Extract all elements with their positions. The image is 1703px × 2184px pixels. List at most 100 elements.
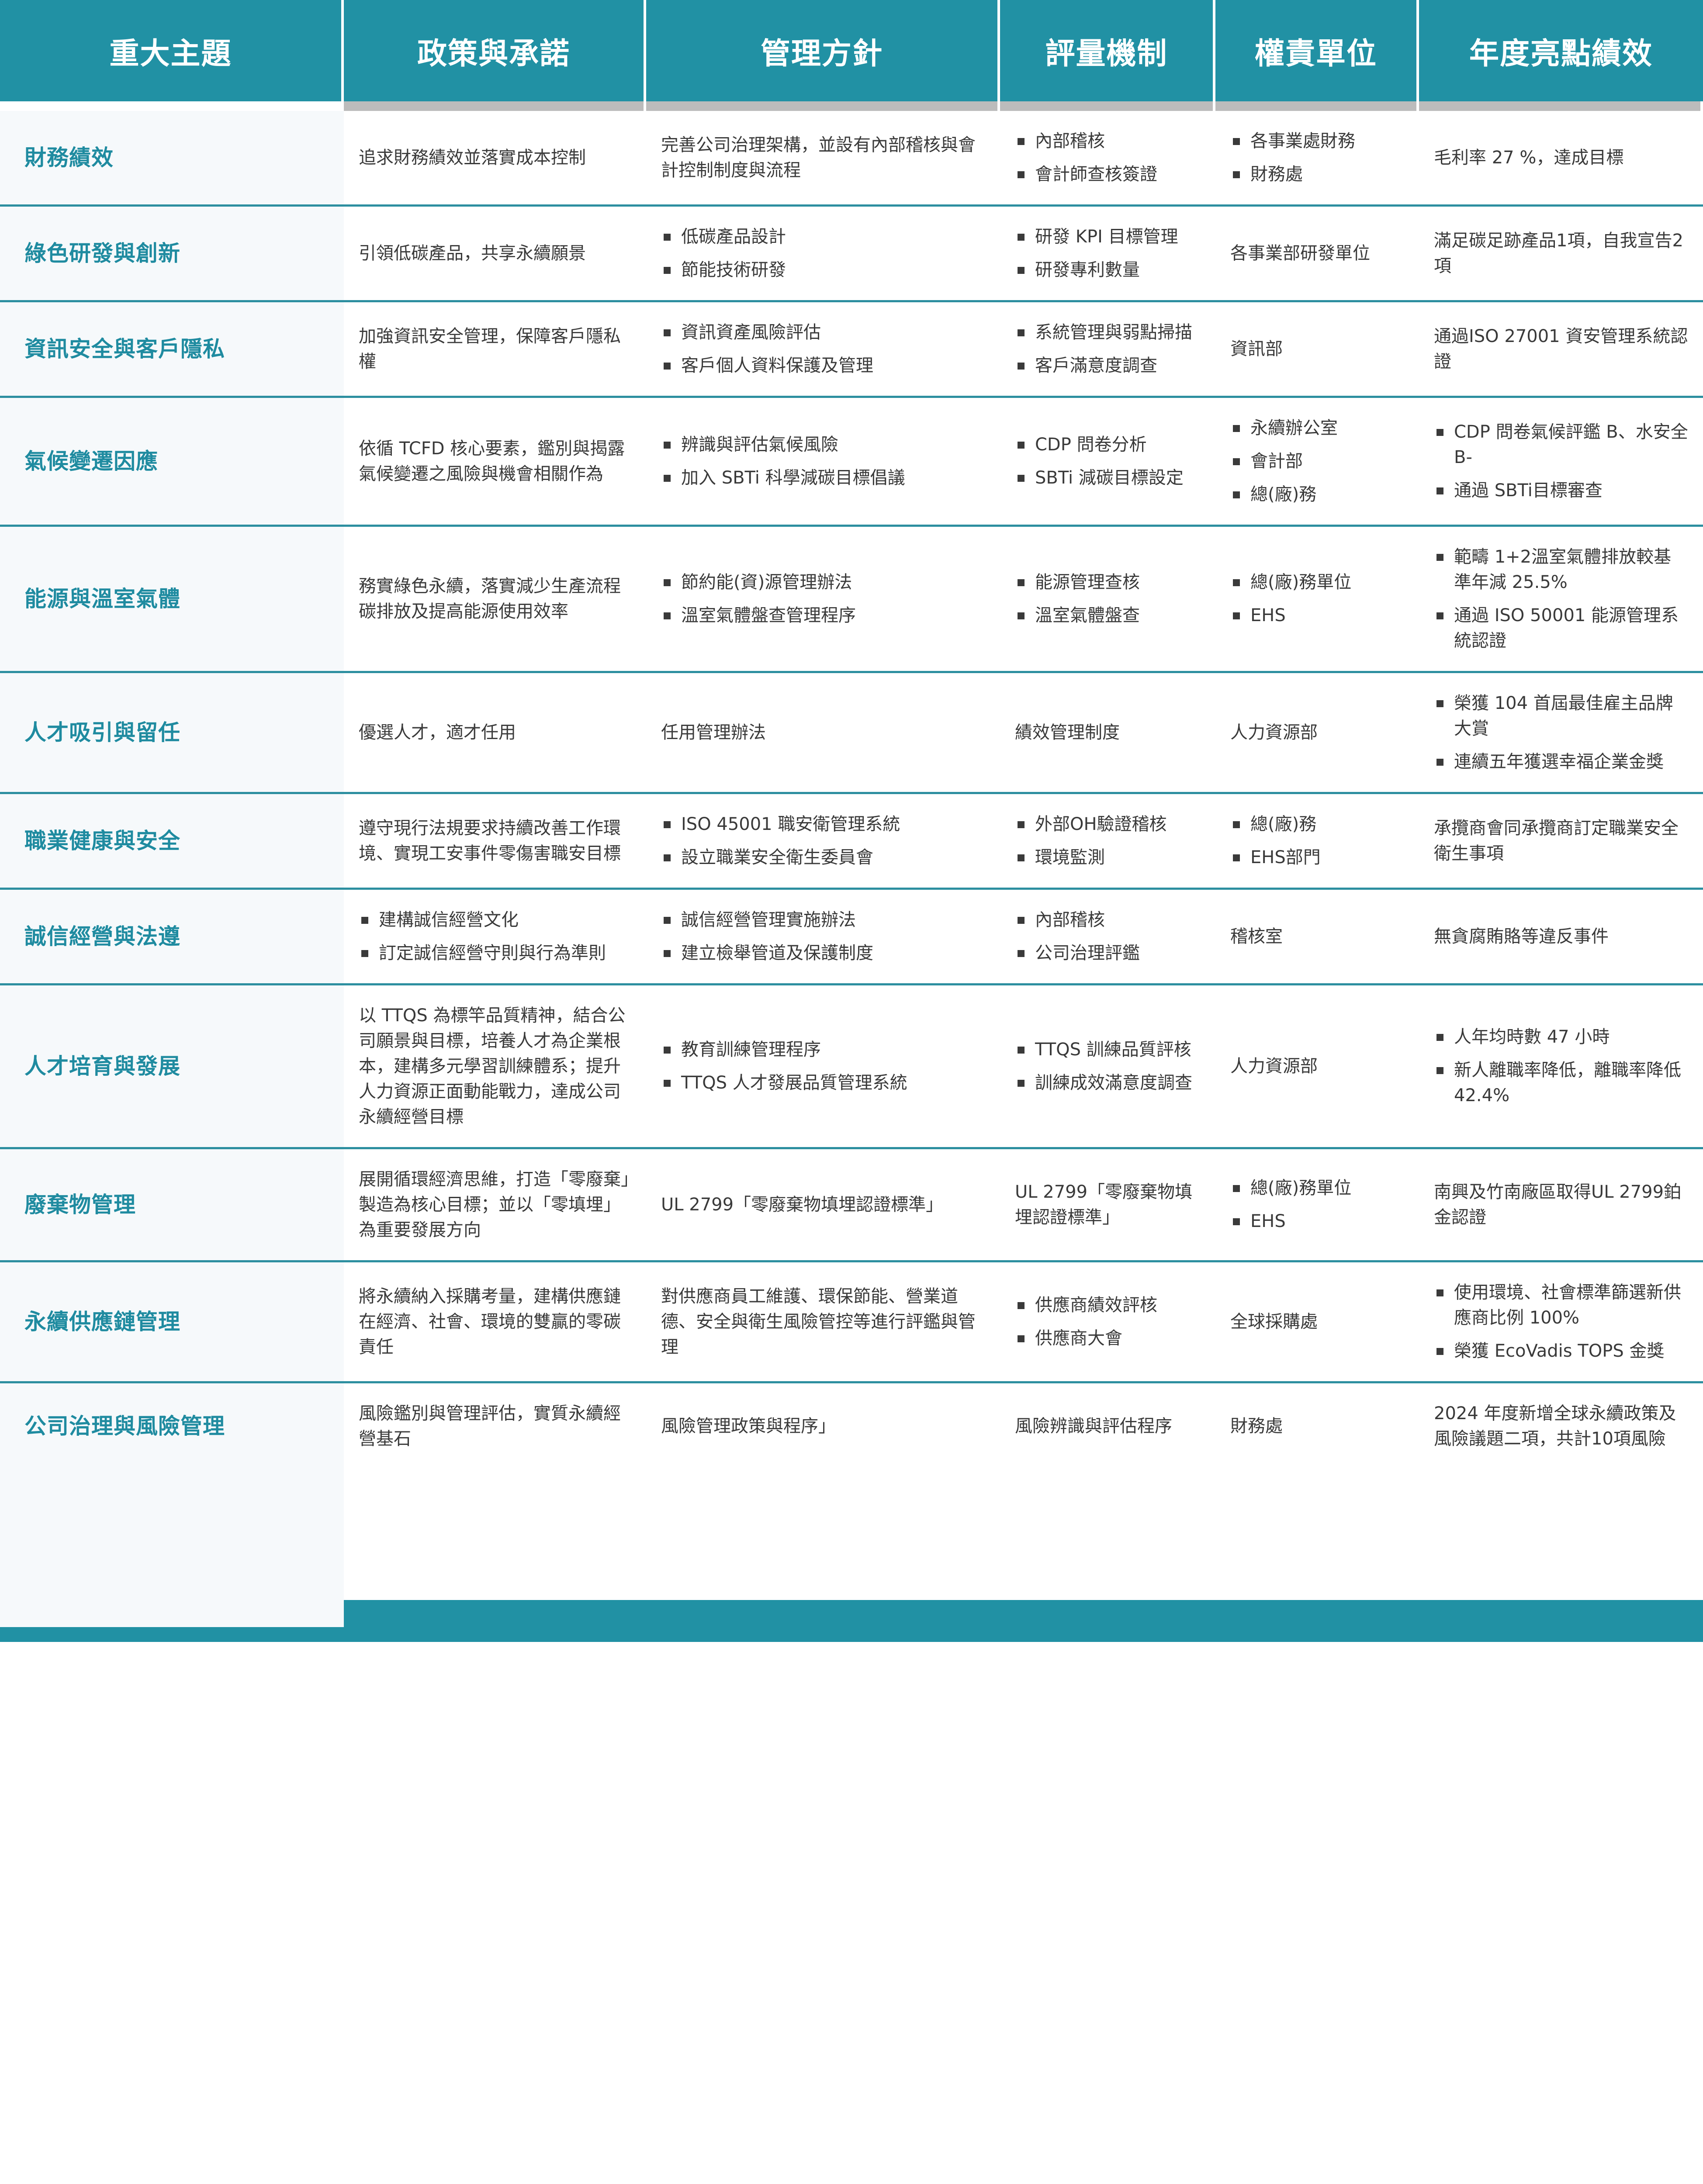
bullet-item: 各事業處財務 [1230, 128, 1404, 154]
cell-text: 通過ISO 27001 資安管理系統認證 [1434, 326, 1688, 372]
bullet-list: 誠信經營管理實施辦法 建立檢舉管道及保護制度 [661, 907, 985, 966]
column-header-evaluation: 評量機制 [1000, 0, 1215, 101]
cell-text: 2024 年度新增全球永續政策及風險議題二項，共計10項風險 [1434, 1403, 1676, 1449]
cell-approach: 節約能(資)源管理辦法 溫室氣體盤查管理程序 [646, 525, 1000, 671]
bullet-item: 能源管理查核 [1015, 570, 1201, 595]
bullet-list: 研發 KPI 目標管理 研發專利數量 [1015, 224, 1201, 283]
cell-policy: 將永續納入採購考量，建構供應鏈在經濟、社會、環境的雙贏的零碳責任 [344, 1260, 646, 1381]
bullet-item: EHS [1230, 603, 1404, 628]
cell-text: 承攬商會同承攬商訂定職業安全衛生事項 [1434, 818, 1679, 864]
bullet-item: 客戶個人資料保護及管理 [661, 353, 985, 378]
bullet-list: ISO 45001 職安衛管理系統 設立職業安全衛生委員會 [661, 812, 985, 870]
cell-evaluation: CDP 問卷分析 SBTi 減碳目標設定 [1000, 396, 1215, 525]
cell-evaluation: 績效管理制度 [1000, 671, 1215, 792]
footer-accent-bar [344, 1600, 1703, 1627]
bullet-item: 永續辦公室 [1230, 415, 1404, 441]
cell-text: 對供應商員工維護、環保節能、營業道德、安全與衛生風險管控等進行評鑑與管理 [661, 1286, 976, 1357]
table-header-row: 重大主題 政策與承諾 管理方針 評量機制 權責單位 年度亮點績效 [0, 0, 1703, 101]
table-row: 公司治理與風險管理 風險鑑別與管理評估，實質永續經營基石 風險管理政策與程序」 風險辨… [0, 1381, 1703, 1469]
bullet-item: 建構誠信經營文化 [359, 907, 631, 933]
row-topic-label: 永續供應鏈管理 [0, 1260, 344, 1381]
cell-performance: 榮獲 104 首屆最佳雇主品牌大賞 連續五年獲選幸福企業金獎 [1419, 671, 1703, 792]
cell-evaluation: UL 2799「零廢棄物填埋認證標準」 [1000, 1147, 1215, 1260]
bullet-item: 供應商績效評核 [1015, 1292, 1201, 1318]
shadow-cell-policy [344, 101, 646, 111]
cell-text: 將永續納入採購考量，建構供應鏈在經濟、社會、環境的雙贏的零碳責任 [359, 1286, 621, 1357]
bullet-list: 建構誠信經營文化 訂定誠信經營守則與行為準則 [359, 907, 631, 966]
bullet-item: 使用環境、社會標準篩選新供應商比例 100% [1434, 1280, 1688, 1330]
row-topic-label: 職業健康與安全 [0, 792, 344, 888]
table-row: 能源與溫室氣體 務實綠色永續，落實減少生產流程碳排放及提高能源使用效率 節約能(資)… [0, 525, 1703, 671]
bullet-item: 誠信經營管理實施辦法 [661, 907, 985, 933]
bullet-list: 範疇 1+2溫室氣體排放較基準年減 25.5% 通過 ISO 50001 能源管理… [1434, 544, 1688, 653]
bullet-item: 總(廠)務單位 [1230, 570, 1404, 595]
cell-text: 任用管理辦法 [661, 722, 766, 743]
bullet-item: 研發專利數量 [1015, 257, 1201, 283]
cell-evaluation: 系統管理與弱點掃描 客戶滿意度調查 [1000, 300, 1215, 396]
cell-unit: 各事業部研發單位 [1215, 204, 1419, 300]
bullet-item: 建立檢舉管道及保護制度 [661, 940, 985, 966]
cell-performance: 2024 年度新增全球永續政策及風險議題二項，共計10項風險 [1419, 1381, 1703, 1469]
cell-text: 引領低碳產品，共享永續願景 [359, 243, 586, 263]
bullet-list: 供應商績效評核 供應商大會 [1015, 1292, 1201, 1351]
bullet-item: 範疇 1+2溫室氣體排放較基準年減 25.5% [1434, 544, 1688, 595]
column-header-approach: 管理方針 [646, 0, 1000, 101]
column-header-approach-label: 管理方針 [760, 36, 883, 71]
cell-text: 資訊部 [1230, 339, 1283, 359]
cell-text: 財務處 [1230, 1416, 1283, 1436]
bullet-item: 新人離職率降低，離職率降低 42.4% [1434, 1057, 1688, 1108]
cell-policy: 優選人才，適才任用 [344, 671, 646, 792]
bullet-list: 節約能(資)源管理辦法 溫室氣體盤查管理程序 [661, 570, 985, 628]
cell-evaluation: 供應商績效評核 供應商大會 [1000, 1260, 1215, 1381]
bullet-list: 使用環境、社會標準篩選新供應商比例 100% 榮獲 EcoVadis TOPS 金… [1434, 1280, 1688, 1364]
bullet-item: 訂定誠信經營守則與行為準則 [359, 940, 631, 966]
cell-unit: 全球採購處 [1215, 1260, 1419, 1381]
table-row: 氣候變遷因應 依循 TCFD 核心要素，鑑別與揭露氣候變遷之風險與機會相關作為 辨識… [0, 396, 1703, 525]
cell-evaluation: 風險辨識與評估程序 [1000, 1381, 1215, 1469]
cell-unit: 各事業處財務 財務處 [1215, 111, 1419, 204]
column-header-unit: 權責單位 [1215, 0, 1419, 101]
cell-text: 毛利率 27 %，達成目標 [1434, 148, 1624, 168]
cell-text: 稽核室 [1230, 926, 1283, 947]
row-topic-label: 綠色研發與創新 [0, 204, 344, 300]
row-topic-label: 人才培育與發展 [0, 983, 344, 1147]
cell-text: 滿足碳足跡產品1項，自我宣告2項 [1434, 231, 1683, 276]
bullet-item: EHS部門 [1230, 845, 1404, 870]
table-row: 資訊安全與客戶隱私 加強資訊安全管理，保障客戶隱私權 資訊資產風險評估 客戶個人資料保… [0, 300, 1703, 396]
bullet-item: 加入 SBTi 科學減碳目標倡議 [661, 465, 985, 491]
cell-text: 優選人才，適才任用 [359, 722, 516, 743]
cell-text: 南興及竹南廠區取得UL 2799鉑金認證 [1434, 1182, 1682, 1227]
cell-approach: 風險管理政策與程序」 [646, 1381, 1000, 1469]
footer-left-band [0, 1600, 344, 1627]
bullet-list: CDP 問卷分析 SBTi 減碳目標設定 [1015, 432, 1201, 491]
bullet-list: 低碳產品設計 節能技術研發 [661, 224, 985, 283]
bullet-item: 外部OH驗證稽核 [1015, 812, 1201, 837]
bullet-list: 辨識與評估氣候風險 加入 SBTi 科學減碳目標倡議 [661, 432, 985, 491]
column-header-topic: 重大主題 [0, 0, 344, 101]
table-row: 人才培育與發展以 TTQS 為標竿品質精神，結合公司願景與目標，培養人才為企業根… [0, 983, 1703, 1147]
bullet-list: 資訊資產風險評估 客戶個人資料保護及管理 [661, 320, 985, 378]
cell-text: 各事業部研發單位 [1230, 243, 1370, 263]
cell-policy: 風險鑑別與管理評估，實質永續經營基石 [344, 1381, 646, 1469]
cell-performance: CDP 問卷氣候評鑑 B、水安全 B- 通過 SBTi目標審查 [1419, 396, 1703, 525]
cell-approach: ISO 45001 職安衛管理系統 設立職業安全衛生委員會 [646, 792, 1000, 888]
bullet-item: 連續五年獲選幸福企業金獎 [1434, 749, 1688, 774]
bullet-list: 人年均時數 47 小時 新人離職率降低，離職率降低 42.4% [1434, 1024, 1688, 1108]
cell-text: 風險管理政策與程序」 [661, 1416, 836, 1436]
cell-approach: 資訊資產風險評估 客戶個人資料保護及管理 [646, 300, 1000, 396]
column-header-evaluation-label: 評量機制 [1045, 36, 1168, 71]
bullet-list: 總(廠)務單位 EHS [1230, 1175, 1404, 1234]
shadow-cell-approach [646, 101, 1000, 111]
cell-unit: 資訊部 [1215, 300, 1419, 396]
bullet-list: 總(廠)務 EHS部門 [1230, 812, 1404, 870]
cell-evaluation: 外部OH驗證稽核 環境監測 [1000, 792, 1215, 888]
row-topic-label: 資訊安全與客戶隱私 [0, 300, 344, 396]
bullet-item: 會計師查核簽證 [1015, 162, 1201, 187]
cell-text: 追求財務績效並落實成本控制 [359, 148, 586, 168]
bullet-item: 榮獲 EcoVadis TOPS 金獎 [1434, 1338, 1688, 1364]
table-row: 永續供應鏈管理 將永續納入採購考量，建構供應鏈在經濟、社會、環境的雙贏的零碳責任對… [0, 1260, 1703, 1381]
cell-unit: 總(廠)務單位 EHS [1215, 525, 1419, 671]
row-topic-label: 氣候變遷因應 [0, 396, 344, 525]
row-topic-label: 廢棄物管理 [0, 1147, 344, 1260]
bullet-item: 公司治理評鑑 [1015, 940, 1201, 966]
